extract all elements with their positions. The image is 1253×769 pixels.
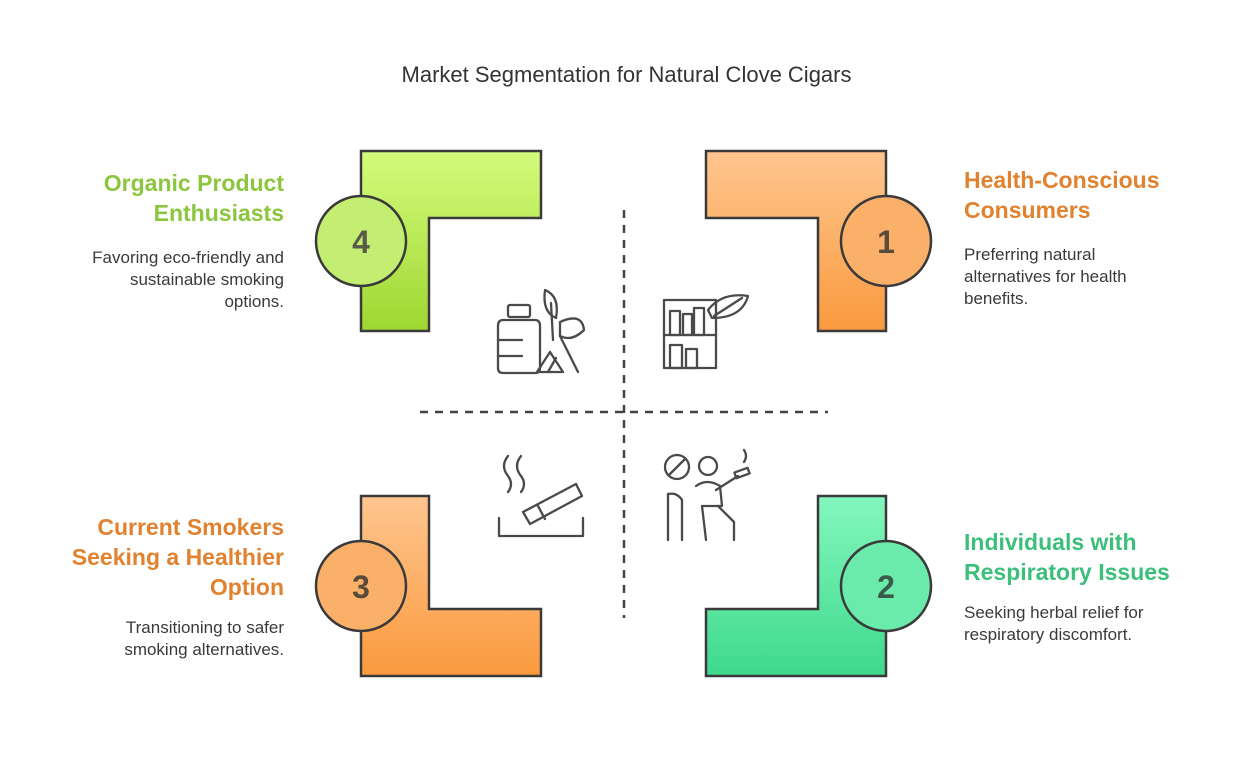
segment-1-number: 1 bbox=[877, 224, 895, 260]
segment-3-number: 3 bbox=[352, 569, 370, 605]
segment-1-description: Preferring natural alternatives for heal… bbox=[964, 244, 1204, 310]
segment-2-shape: 2 bbox=[704, 494, 933, 678]
bookshelf-leaf-icon bbox=[662, 294, 750, 370]
segment-4-description: Favoring eco-friendly and sustainable sm… bbox=[44, 247, 284, 313]
segment-1-description-line: alternatives for health bbox=[964, 267, 1127, 286]
segment-2-number: 2 bbox=[877, 569, 895, 605]
cigarette-ashtray-icon bbox=[497, 454, 585, 538]
segment-4-description-line: sustainable smoking bbox=[129, 270, 284, 289]
segment-2-description: Seeking herbal relief for respiratory di… bbox=[964, 602, 1204, 646]
segment-3-title: Current Smokers Seeking a Healthier Opti… bbox=[24, 512, 284, 602]
segment-1-description-line: benefits. bbox=[964, 289, 1029, 308]
segment-1-description-line: Preferring natural bbox=[964, 245, 1096, 264]
segment-3-description-line: smoking alternatives. bbox=[124, 640, 284, 659]
segment-2-title-line: Individuals with bbox=[964, 529, 1137, 555]
segment-4-number: 4 bbox=[352, 224, 370, 260]
segment-2-description-line: Seeking herbal relief for bbox=[964, 603, 1144, 622]
eco-bottle-leaf-icon bbox=[496, 288, 586, 375]
segment-2-number-badge bbox=[839, 539, 933, 633]
segment-3-title-line: Current Smokers bbox=[97, 514, 284, 540]
segment-1-title-line: Consumers bbox=[964, 197, 1091, 223]
segment-2-title-line: Respiratory Issues bbox=[964, 559, 1170, 585]
segment-1-title: Health-Conscious Consumers bbox=[964, 165, 1224, 225]
segment-3-title-line: Seeking a Healthier bbox=[71, 544, 284, 570]
segment-4-number-badge bbox=[314, 194, 408, 288]
segment-4-description-line: Favoring eco-friendly and bbox=[92, 248, 284, 267]
segment-3-title-line: Option bbox=[209, 574, 284, 600]
segment-1-title-line: Health-Conscious bbox=[964, 167, 1160, 193]
segment-1-shape: 1 bbox=[704, 149, 933, 333]
segment-3-description-line: Transitioning to safer bbox=[125, 618, 284, 637]
segment-3-number-badge bbox=[314, 539, 408, 633]
segment-3-shape: 3 bbox=[314, 494, 543, 678]
segment-2-description-line: respiratory discomfort. bbox=[964, 625, 1133, 644]
segment-4-title-line: Enthusiasts bbox=[153, 200, 284, 226]
segment-4-title-line: Organic Product bbox=[103, 170, 284, 196]
segment-4-title: Organic Product Enthusiasts bbox=[24, 168, 284, 228]
page-title: Market Segmentation for Natural Clove Ci… bbox=[401, 62, 852, 87]
segment-1-number-badge bbox=[839, 194, 933, 288]
person-smoking-icon bbox=[663, 448, 751, 542]
segment-3-description: Transitioning to safer smoking alternati… bbox=[44, 617, 284, 661]
segment-2-title: Individuals with Respiratory Issues bbox=[964, 527, 1224, 587]
segment-4-shape: 4 bbox=[314, 149, 543, 333]
segment-4-description-line: options. bbox=[224, 292, 284, 311]
